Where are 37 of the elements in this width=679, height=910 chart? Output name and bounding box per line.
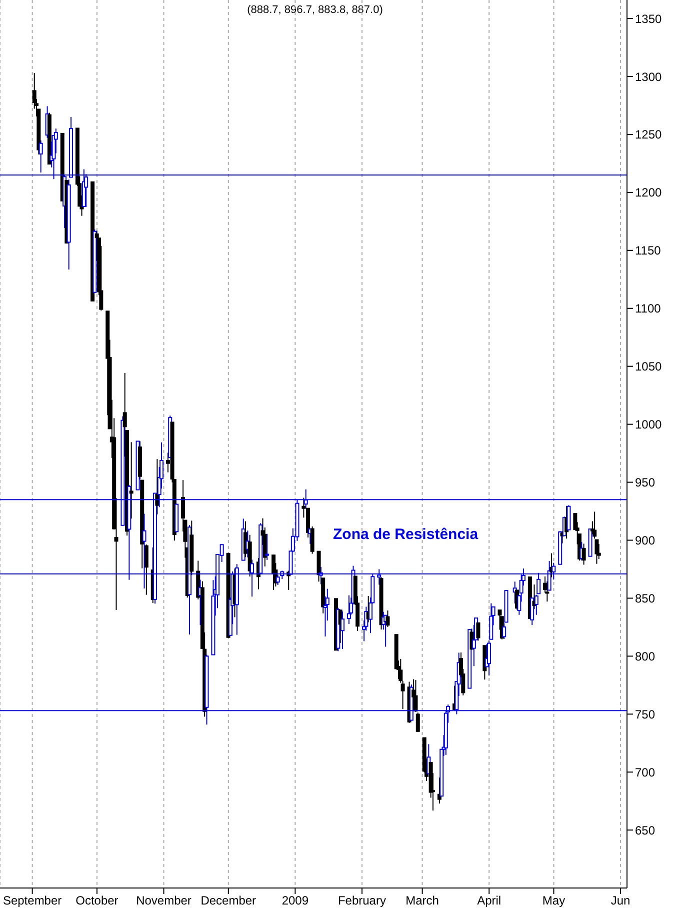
candlestick <box>38 140 43 173</box>
x-tick-label: 2009 <box>282 894 309 908</box>
y-tick-label: 800 <box>635 649 656 664</box>
x-tick-label: October <box>76 894 118 908</box>
candlestick <box>144 544 148 596</box>
candlestick <box>476 622 480 642</box>
y-tick-label: 1050 <box>635 360 662 374</box>
y-tick-label: 700 <box>635 765 656 780</box>
candlestick <box>340 610 344 650</box>
x-tick-label: November <box>136 894 192 908</box>
candlestick <box>265 533 270 560</box>
candlestick <box>386 610 390 628</box>
y-tick-label: 1250 <box>635 128 662 142</box>
y-tick-label: 750 <box>635 707 656 722</box>
y-tick-label: 850 <box>635 591 656 606</box>
x-tick-label: March <box>406 894 439 908</box>
annotation: Zona de Resistência <box>333 526 478 543</box>
candlestick <box>414 680 418 713</box>
y-tick-label: 950 <box>635 476 656 490</box>
candlestick <box>129 442 134 520</box>
chart-title: (888.7, 896.7, 883.8, 887.0) <box>246 4 384 16</box>
x-tick-label: September <box>2 894 62 908</box>
y-tick-label: 900 <box>635 533 656 548</box>
x-tick-label: Jun <box>610 894 630 908</box>
y-tick-label: 1200 <box>635 186 662 200</box>
candlestick <box>416 712 420 733</box>
x-tick-label: April <box>477 894 502 908</box>
y-tick-label: 1350 <box>635 12 662 26</box>
y-tick-label: 1300 <box>635 70 662 84</box>
x-tick-label: December <box>200 894 256 908</box>
x-tick-label: May <box>542 894 566 908</box>
x-tick-label: February <box>338 894 386 908</box>
y-tick-label: 1100 <box>635 302 662 316</box>
y-tick-label: 1000 <box>635 418 662 432</box>
candlestick <box>566 504 571 530</box>
y-tick-label: 650 <box>635 823 656 838</box>
y-tick-label: 1150 <box>635 244 662 258</box>
